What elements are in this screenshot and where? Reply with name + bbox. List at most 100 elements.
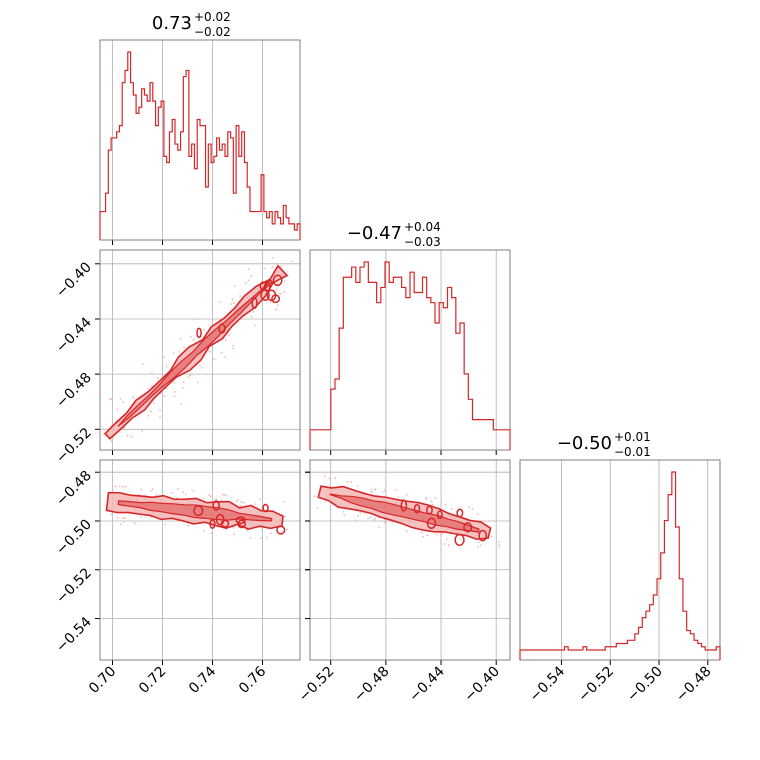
- sample-point: [197, 381, 200, 384]
- sample-point: [199, 364, 201, 367]
- sample-point: [232, 344, 235, 347]
- sample-point: [108, 397, 111, 400]
- sample-point: [434, 497, 437, 499]
- sample-point: [119, 523, 122, 526]
- title-lower: −0.02: [194, 25, 231, 39]
- sample-point: [132, 396, 134, 399]
- sample-point: [171, 491, 173, 494]
- y-tick-label: −0.52: [53, 565, 95, 607]
- sample-point: [313, 495, 316, 498]
- sample-point: [445, 538, 448, 541]
- sample-point: [490, 535, 493, 538]
- sample-point: [123, 426, 126, 429]
- sample-point: [430, 500, 433, 503]
- sample-point: [235, 500, 238, 503]
- contour-island: [463, 522, 473, 533]
- histogram-1: [309, 261, 511, 450]
- panel-frame-0-0: [99, 39, 301, 241]
- sample-point: [439, 541, 442, 544]
- sample-point: [405, 530, 408, 533]
- sample-point: [370, 488, 373, 491]
- x-tick-label: 0.72: [136, 664, 169, 697]
- sample-point: [150, 372, 153, 375]
- sample-point: [223, 493, 226, 496]
- sample-point: [425, 498, 428, 501]
- contour-island: [478, 529, 488, 542]
- contour-island: [266, 289, 277, 302]
- contour-island: [263, 281, 271, 292]
- panel-frame-1-1: [309, 249, 511, 451]
- x-tick-label: 0.76: [236, 663, 269, 696]
- sample-point: [270, 532, 273, 535]
- sample-point: [114, 485, 117, 487]
- contour-inner: [117, 500, 273, 522]
- sample-point: [208, 494, 211, 496]
- contour-island: [426, 517, 437, 529]
- sample-point: [150, 410, 153, 413]
- sample-point: [151, 488, 154, 491]
- sample-point: [110, 398, 113, 401]
- sample-point: [324, 500, 327, 503]
- sample-point: [130, 435, 133, 438]
- sample-point: [497, 544, 500, 546]
- sample-point: [436, 533, 438, 536]
- sample-point: [218, 301, 221, 303]
- sample-point: [137, 493, 140, 496]
- sample-point: [421, 531, 423, 534]
- sample-point: [239, 504, 242, 507]
- sample-point: [122, 401, 125, 404]
- sample-point: [239, 295, 242, 297]
- sample-point: [150, 385, 153, 388]
- sample-point: [391, 521, 394, 523]
- y-tick-label: −0.48: [53, 468, 95, 510]
- sample-point: [283, 291, 286, 293]
- title-median: −0.50: [557, 433, 612, 454]
- sample-point: [203, 328, 205, 331]
- sample-point: [249, 536, 252, 539]
- sample-point: [316, 507, 319, 510]
- contour-island: [262, 503, 269, 513]
- panel-frame-1-0: [99, 249, 301, 451]
- sample-point: [439, 534, 442, 537]
- sample-point: [459, 538, 462, 540]
- contour-island: [276, 525, 286, 535]
- sample-point: [187, 524, 189, 527]
- sample-point: [203, 497, 205, 500]
- title-median: −0.47: [347, 223, 402, 244]
- sample-point: [395, 488, 398, 491]
- sample-point: [405, 494, 408, 496]
- sample-point: [184, 493, 187, 496]
- sample-point: [209, 495, 212, 498]
- sample-point: [111, 485, 114, 488]
- sample-point: [165, 365, 168, 368]
- sample-point: [164, 523, 167, 526]
- sample-point: [224, 356, 226, 358]
- sample-point: [200, 366, 203, 369]
- param-title-2: −0.50 +0.01−0.01: [557, 430, 651, 459]
- sample-point: [356, 485, 359, 488]
- sample-point: [110, 513, 113, 516]
- sample-point: [350, 481, 353, 483]
- sample-point: [284, 515, 287, 518]
- x-tick-label: −0.52: [296, 664, 338, 706]
- x-tick-label: −0.48: [673, 664, 715, 706]
- sample-point: [208, 350, 211, 353]
- sample-point: [246, 529, 249, 532]
- sample-point: [290, 260, 293, 263]
- sample-point: [156, 377, 159, 380]
- sample-point: [190, 335, 192, 338]
- sample-point: [280, 265, 283, 268]
- sample-point: [126, 434, 129, 437]
- sample-point: [232, 302, 235, 304]
- sample-point: [283, 500, 286, 503]
- sample-point: [286, 528, 288, 531]
- sample-point: [369, 516, 372, 519]
- sample-point: [177, 487, 180, 490]
- x-tick-label: 0.74: [186, 663, 219, 696]
- sample-point: [149, 516, 152, 519]
- sample-point: [172, 352, 175, 354]
- histogram-0: [99, 51, 301, 240]
- contour-island: [436, 510, 443, 520]
- sample-point: [233, 533, 235, 536]
